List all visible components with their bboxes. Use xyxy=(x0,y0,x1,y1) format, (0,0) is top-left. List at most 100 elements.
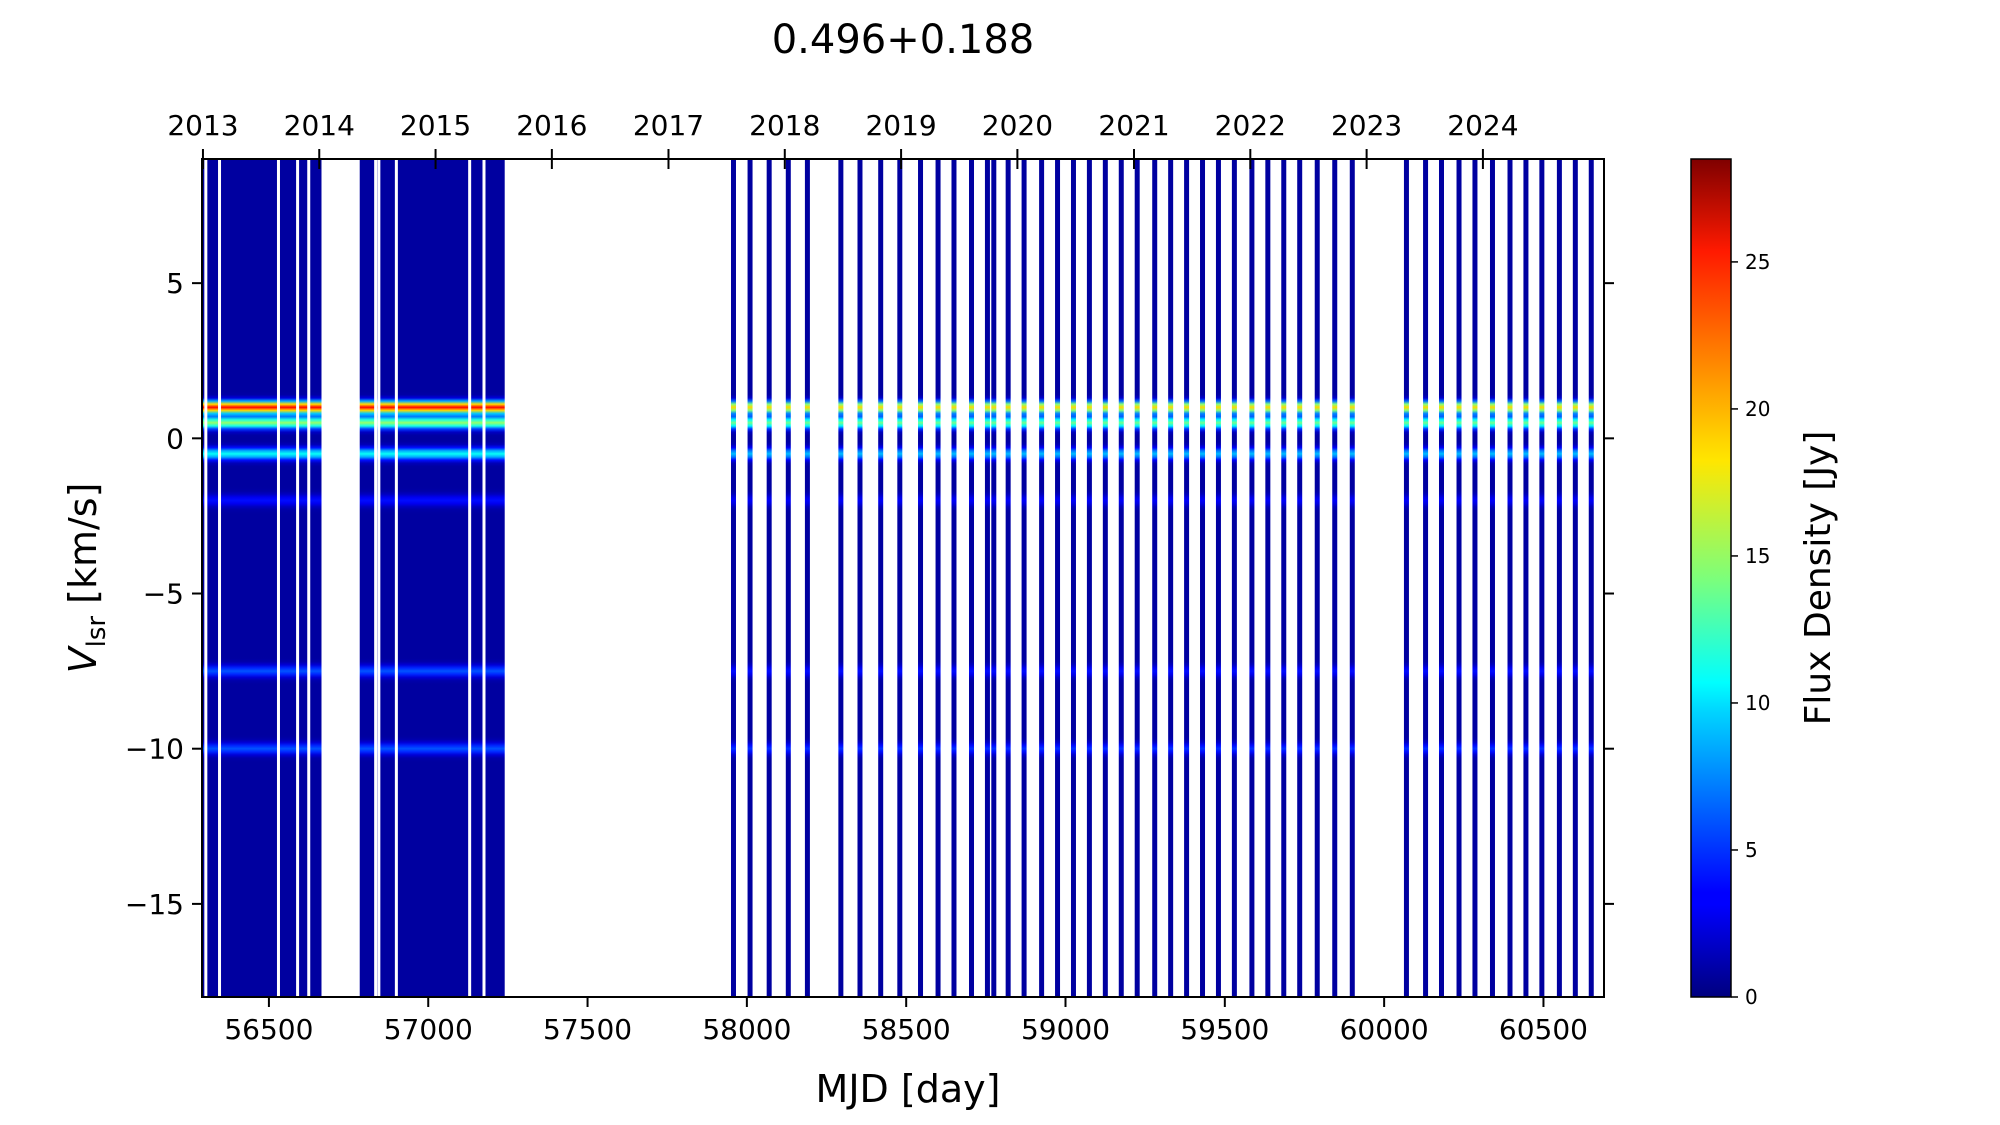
observation-gap xyxy=(394,159,398,997)
observation-spectrum xyxy=(1489,159,1495,997)
x-tick-label: 58000 xyxy=(702,1013,791,1046)
plot-frame xyxy=(201,158,1605,998)
observation-spectrum xyxy=(1168,159,1174,997)
colorbar-tick-label: 15 xyxy=(1745,544,1770,568)
observation-spectrum xyxy=(838,159,844,997)
observation-spectrum xyxy=(1005,159,1011,997)
year-tick-label: 2013 xyxy=(167,109,238,142)
observation-spectrum xyxy=(730,159,736,997)
observation-spectrum xyxy=(804,159,810,997)
observation-spectrum xyxy=(747,159,753,997)
observation-spectrum xyxy=(897,159,903,997)
observation-spectrum xyxy=(1152,159,1158,997)
year-tick-label: 2017 xyxy=(633,109,704,142)
x-tick-label: 57500 xyxy=(543,1013,632,1046)
observation-spectrum xyxy=(1118,159,1124,997)
year-tick-label: 2016 xyxy=(516,109,587,142)
colorbar-tick-label: 0 xyxy=(1745,985,1758,1009)
observation-spectrum xyxy=(1055,159,1061,997)
year-tick-label: 2014 xyxy=(284,109,355,142)
x-tick-label: 57000 xyxy=(384,1013,473,1046)
x-tick-label: 58500 xyxy=(862,1013,951,1046)
observation-gap xyxy=(204,159,208,997)
x-axis-bottom: 56500 57000 57500 58000 58500 59000 59500 60000… xyxy=(224,997,1588,1046)
observation-spectrum xyxy=(1281,159,1287,997)
x-tick-label: 59500 xyxy=(1180,1013,1269,1046)
observation-spectrum xyxy=(1403,159,1409,997)
observation-spectrum xyxy=(935,159,941,997)
observation-spectrum xyxy=(969,159,975,997)
observation-spectrum xyxy=(1215,159,1221,997)
observation-gap xyxy=(468,159,472,997)
year-tick-label: 2023 xyxy=(1331,109,1402,142)
x-tick-label: 59000 xyxy=(1021,1013,1110,1046)
observation-spectrum xyxy=(984,159,990,997)
observation-spectrum xyxy=(1507,159,1513,997)
y-axis-left: 5 0 −5 −10 −15 xyxy=(125,267,1614,921)
colorbar-ticks: 0 5 10 15 20 25 xyxy=(1731,250,1770,1009)
y-tick-label: −5 xyxy=(143,578,184,611)
observation-spectrum xyxy=(1021,159,1027,997)
observation-spectrum xyxy=(1314,159,1320,997)
colorbar xyxy=(1690,158,1732,998)
observation-spectrum xyxy=(1349,159,1355,997)
y-axis-label-main: V xyxy=(61,644,105,673)
observation-spectrum xyxy=(1039,159,1045,997)
observation-spectrum xyxy=(1134,159,1140,997)
observation-spectrum xyxy=(1588,159,1594,997)
y-tick-label: −15 xyxy=(125,888,184,921)
observation-spectrum xyxy=(785,159,791,997)
x-axis-top-years: 2013 2014 2015 2016 2017 2018 2019 2020 2021 2022… xyxy=(167,109,1519,169)
chart-title: 0.496+0.188 xyxy=(772,17,1035,63)
observation-spectrum xyxy=(1297,159,1303,997)
observation-spectrum xyxy=(1184,159,1190,997)
observation-gap xyxy=(276,159,280,997)
colorbar-tick-label: 10 xyxy=(1745,691,1770,715)
observation-spectrum xyxy=(1456,159,1462,997)
year-tick-label: 2024 xyxy=(1447,109,1518,142)
observation-spectrum xyxy=(1070,159,1076,997)
observation-spectrum xyxy=(1539,159,1545,997)
observation-spectrum xyxy=(918,159,924,997)
observation-spectrum xyxy=(1423,159,1429,997)
observation-spectrum xyxy=(1249,159,1255,997)
year-tick-label: 2018 xyxy=(749,109,820,142)
x-tick-label: 60500 xyxy=(1499,1013,1588,1046)
y-tick-label: 0 xyxy=(166,422,184,455)
year-tick-label: 2015 xyxy=(400,109,471,142)
x-tick-label: 60000 xyxy=(1340,1013,1429,1046)
x-axis-label: MJD [day] xyxy=(816,1067,1001,1111)
y-axis-label-unit: [km/s] xyxy=(61,483,105,616)
observation-spectrum xyxy=(1472,159,1478,997)
year-tick-label: 2019 xyxy=(865,109,936,142)
plot-area xyxy=(202,159,1594,997)
observation-spectrum xyxy=(1231,159,1237,997)
year-tick-label: 2021 xyxy=(1098,109,1169,142)
observation-spectrum xyxy=(1332,159,1338,997)
observation-gap xyxy=(218,159,222,997)
observation-spectrum xyxy=(1086,159,1092,997)
year-tick-label: 2020 xyxy=(982,109,1053,142)
colorbar-tick-label: 20 xyxy=(1745,397,1770,421)
observation-spectrum xyxy=(951,159,957,997)
y-tick-label: −10 xyxy=(125,733,184,766)
observation-spectrum xyxy=(1572,159,1578,997)
observation-spectrum xyxy=(1438,159,1444,997)
observation-spectrum xyxy=(1523,159,1529,997)
observation-spectrum xyxy=(878,159,884,997)
observation-gap xyxy=(374,159,378,997)
observation-spectrum xyxy=(1556,159,1562,997)
colorbar-tick-label: 5 xyxy=(1745,838,1758,862)
observation-spectrum xyxy=(857,159,863,997)
observation-gap xyxy=(307,159,311,997)
observation-gap xyxy=(296,159,300,997)
observation-spectrum xyxy=(991,159,997,997)
colorbar-label: Flux Density [Jy] xyxy=(1798,431,1839,726)
year-tick-label: 2022 xyxy=(1215,109,1286,142)
observation-gap xyxy=(377,159,381,997)
y-axis-label: Vlsr [km/s] xyxy=(61,483,112,674)
observation-spectrum xyxy=(1102,159,1108,997)
colorbar-tick-label: 25 xyxy=(1745,250,1770,274)
observation-gap xyxy=(482,159,486,997)
